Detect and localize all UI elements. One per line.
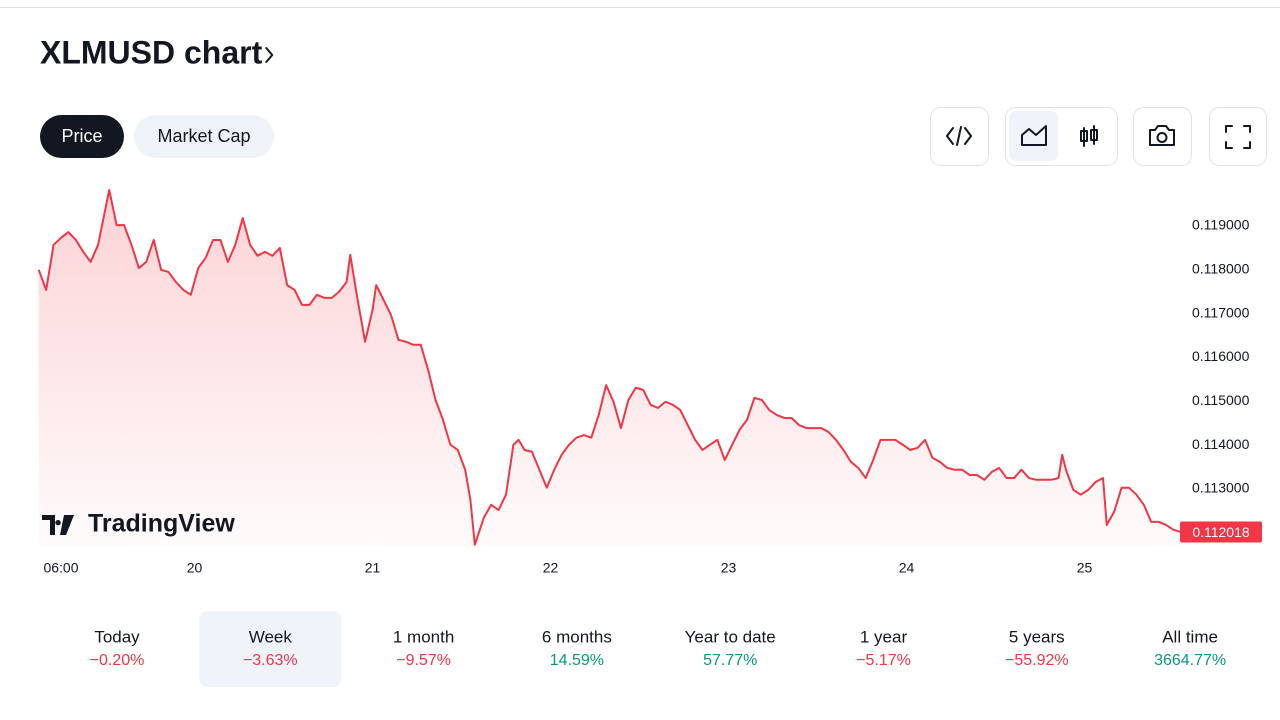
- fullscreen-button[interactable]: [1209, 107, 1267, 166]
- x-tick-label: 21: [365, 560, 381, 576]
- x-tick-label: 25: [1077, 560, 1093, 576]
- camera-icon: [1149, 125, 1175, 146]
- camera-lens: [1156, 132, 1168, 143]
- plot-area: 0.119000 0.118000 0.117000 0.116000 0.115000…: [37, 189, 1262, 576]
- tab-label[interactable]: Market Cap: [157, 126, 250, 146]
- y-tick-label: 0.114000: [1192, 436, 1250, 452]
- y-tick-label: 0.117000: [1192, 304, 1250, 320]
- area-icon: [1021, 125, 1047, 146]
- y-tick-label: 0.113000: [1192, 480, 1250, 496]
- period-label[interactable]: Today: [94, 627, 140, 646]
- watermark-logo: [42, 515, 74, 535]
- period-label[interactable]: 5 years: [1009, 627, 1065, 646]
- snapshot-button[interactable]: [1133, 107, 1192, 166]
- area-style-button[interactable]: [1009, 111, 1058, 161]
- x-tick-label: 20: [187, 560, 203, 576]
- period-change[interactable]: −55.92%: [1005, 652, 1069, 669]
- watermark: TradingView: [88, 510, 235, 538]
- period-bar: Today −0.20% Week −3.63% 1 month −9.57% 6 mont…: [90, 611, 1226, 687]
- period-label[interactable]: 1 year: [860, 627, 908, 646]
- current-price-badge: [1180, 521, 1262, 543]
- period-change[interactable]: 3664.77%: [1154, 652, 1226, 669]
- period-label[interactable]: All time: [1162, 627, 1218, 646]
- tab-label[interactable]: Price: [61, 126, 102, 146]
- period-change[interactable]: −9.57%: [396, 652, 451, 669]
- tab-price[interactable]: [40, 115, 124, 158]
- price-line: [37, 189, 1182, 546]
- period-change[interactable]: −5.17%: [856, 652, 911, 669]
- x-tick-label: 22: [543, 560, 559, 576]
- period-change[interactable]: 14.59%: [550, 652, 604, 669]
- candle-icon[interactable]: [1080, 125, 1098, 147]
- period-change[interactable]: 57.77%: [703, 652, 757, 669]
- period-label[interactable]: Week: [249, 627, 293, 646]
- y-tick-label: 0.119000: [1192, 217, 1250, 233]
- area-fill: [38, 190, 1181, 546]
- title-chevron[interactable]: [265, 47, 274, 63]
- page-title[interactable]: XLMUSD chart: [40, 34, 263, 70]
- x-tick-label: 23: [721, 560, 737, 576]
- embed-icon: [946, 126, 972, 146]
- y-tick-label: 0.116000: [1192, 348, 1250, 364]
- period-change[interactable]: −0.20%: [90, 652, 145, 669]
- tab-market-cap[interactable]: [134, 115, 274, 158]
- x-tick-label: 24: [899, 560, 915, 576]
- period-label[interactable]: 6 months: [542, 627, 612, 646]
- y-tick-label: 0.118000: [1192, 261, 1250, 277]
- current-price-label: 0.112018: [1192, 524, 1250, 540]
- y-tick-label: 0.115000: [1192, 392, 1250, 408]
- period-active[interactable]: [199, 611, 342, 687]
- period-label[interactable]: 1 month: [393, 627, 454, 646]
- fullscreen-icon: [1225, 125, 1251, 149]
- x-tick-label: 06:00: [43, 560, 78, 576]
- period-change[interactable]: −3.63%: [243, 652, 298, 669]
- period-label[interactable]: Year to date: [685, 627, 776, 646]
